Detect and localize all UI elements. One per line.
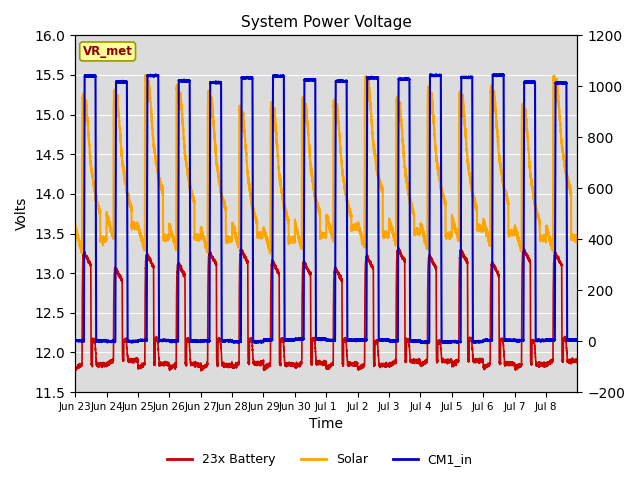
Solar [573,239,581,245]
23x Battery [390,359,398,364]
Solar [71,226,79,231]
CM1_in [369,75,376,81]
23x Battery [253,359,261,364]
Y-axis label: Volts: Volts [15,197,29,230]
Solar [141,72,149,78]
Solar [470,197,478,203]
23x Battery [369,264,376,269]
23x Battery [71,365,79,371]
Solar [266,251,274,257]
Solar [390,234,398,240]
Title: System Power Voltage: System Power Voltage [241,15,412,30]
Line: CM1_in: CM1_in [75,74,577,343]
Solar [253,218,261,224]
Solar [369,129,376,134]
CM1_in [71,337,79,343]
23x Battery [97,362,104,368]
CM1_in [444,339,451,345]
CM1_in [422,340,429,346]
23x Battery [444,357,451,362]
23x Battery [394,244,402,250]
CM1_in [253,338,261,344]
23x Battery [470,358,478,363]
CM1_in [470,339,478,345]
Solar [97,239,104,244]
CM1_in [390,338,398,344]
Line: 23x Battery: 23x Battery [75,247,577,371]
CM1_in [573,337,581,343]
CM1_in [97,338,104,344]
Line: Solar: Solar [75,75,577,254]
23x Battery [197,368,205,373]
X-axis label: Time: Time [309,418,343,432]
23x Battery [573,358,581,364]
CM1_in [498,71,506,77]
Legend: 23x Battery, Solar, CM1_in: 23x Battery, Solar, CM1_in [163,448,477,471]
Solar [444,232,451,238]
Text: VR_met: VR_met [83,45,132,58]
